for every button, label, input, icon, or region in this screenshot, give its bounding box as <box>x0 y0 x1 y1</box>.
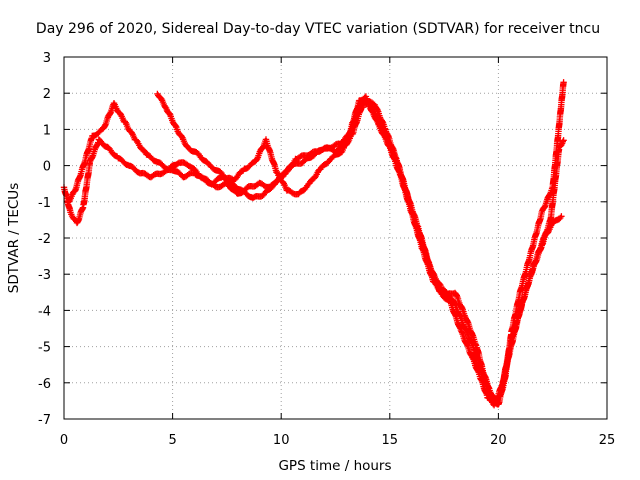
x-tick-labels: 0 5 10 15 20 25 <box>60 433 615 448</box>
x-tick-label: 5 <box>168 433 176 448</box>
y-tick-label: -7 <box>38 413 51 428</box>
y-tick-label: -3 <box>38 268 51 283</box>
y-tick-label: -5 <box>38 341 51 356</box>
x-axis-label: GPS time / hours <box>278 458 391 474</box>
x-tick-label: 20 <box>490 433 507 448</box>
x-tick-label: 10 <box>273 433 290 448</box>
x-tick-label: 0 <box>60 433 68 448</box>
y-tick-label: -1 <box>38 196 51 211</box>
chart-title: Day 296 of 2020, Sidereal Day-to-day VTE… <box>36 21 600 37</box>
x-tick-label: 15 <box>382 433 399 448</box>
y-tick-label: -2 <box>38 232 51 247</box>
y-tick-label: 2 <box>43 87 51 102</box>
axis-ticks <box>63 56 608 420</box>
x-tick-label: 25 <box>599 433 616 448</box>
series-markers <box>154 90 565 404</box>
y-tick-label: 0 <box>43 160 51 175</box>
series-trace-c <box>154 90 565 404</box>
y-tick-labels: 3 2 1 0 -1 -2 -3 -4 -5 -6 -7 <box>38 51 51 428</box>
plot-frame <box>63 56 608 420</box>
y-axis-label: SDTVAR / TECUs <box>6 183 22 293</box>
y-tick-label: 1 <box>43 123 51 138</box>
y-tick-label: -4 <box>38 304 51 319</box>
y-tick-label: -6 <box>38 377 51 392</box>
y-tick-label: 3 <box>43 51 51 66</box>
